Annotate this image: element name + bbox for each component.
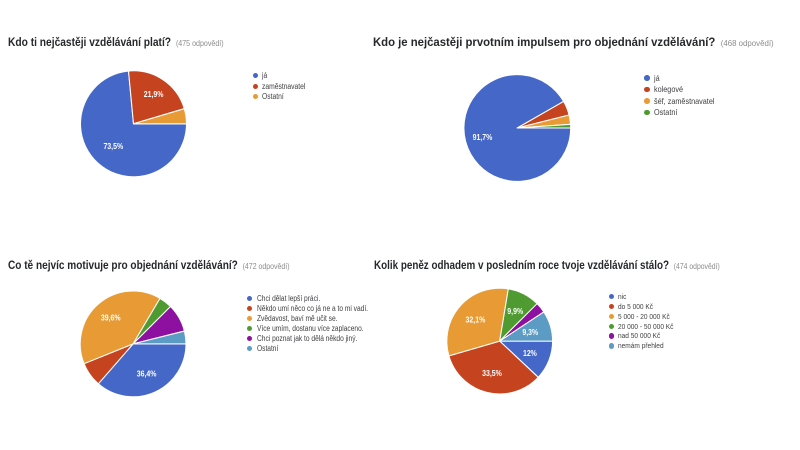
svg-text:9,3%: 9,3% (522, 327, 538, 337)
svg-text:12%: 12% (523, 348, 537, 358)
svg-text:33,5%: 33,5% (482, 369, 502, 379)
svg-text:91,7%: 91,7% (473, 133, 493, 143)
svg-text:73,5%: 73,5% (103, 141, 123, 151)
svg-text:39,6%: 39,6% (101, 313, 121, 323)
svg-text:36,4%: 36,4% (137, 369, 157, 379)
svg-text:21,9%: 21,9% (144, 89, 164, 99)
svg-text:32,1%: 32,1% (466, 315, 486, 325)
svg-text:9,9%: 9,9% (507, 306, 523, 316)
